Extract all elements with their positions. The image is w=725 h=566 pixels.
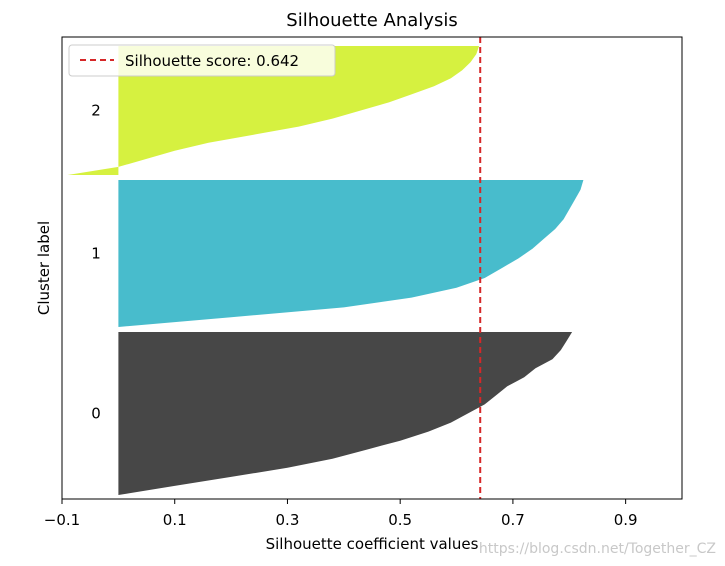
legend-box (68, 44, 336, 77)
cluster-label-0: 0 (91, 405, 101, 423)
watermark-text: https://blog.csdn.net/Together_CZ (479, 541, 716, 557)
chart-title: Silhouette Analysis (286, 10, 457, 31)
x-tick-label: 0.3 (276, 511, 300, 529)
x-tick-label: −0.1 (44, 511, 80, 529)
legend: Silhouette score: 0.642 (68, 44, 336, 77)
x-tick-label: 0.5 (388, 511, 412, 529)
x-tick-label: 0.9 (614, 511, 638, 529)
cluster-2-area (67, 46, 480, 175)
cluster-label-2: 2 (91, 102, 101, 120)
cluster-0-area (118, 332, 573, 495)
plot-frame (61, 36, 683, 500)
x-axis-ticks: −0.1 0.1 0.3 0.5 0.7 0.9 (44, 499, 638, 529)
x-tick-label: 0.7 (501, 511, 525, 529)
y-axis-cluster-labels: 0 1 2 (91, 102, 101, 423)
x-tick-label: 0.1 (163, 511, 187, 529)
x-axis-label: Silhouette coefficient values (266, 535, 479, 553)
legend-label: Silhouette score: 0.642 (125, 52, 299, 70)
cluster-1-area (118, 180, 584, 327)
y-axis-label: Cluster label (35, 221, 53, 315)
cluster-label-1: 1 (91, 245, 101, 263)
cluster-areas (67, 46, 584, 495)
